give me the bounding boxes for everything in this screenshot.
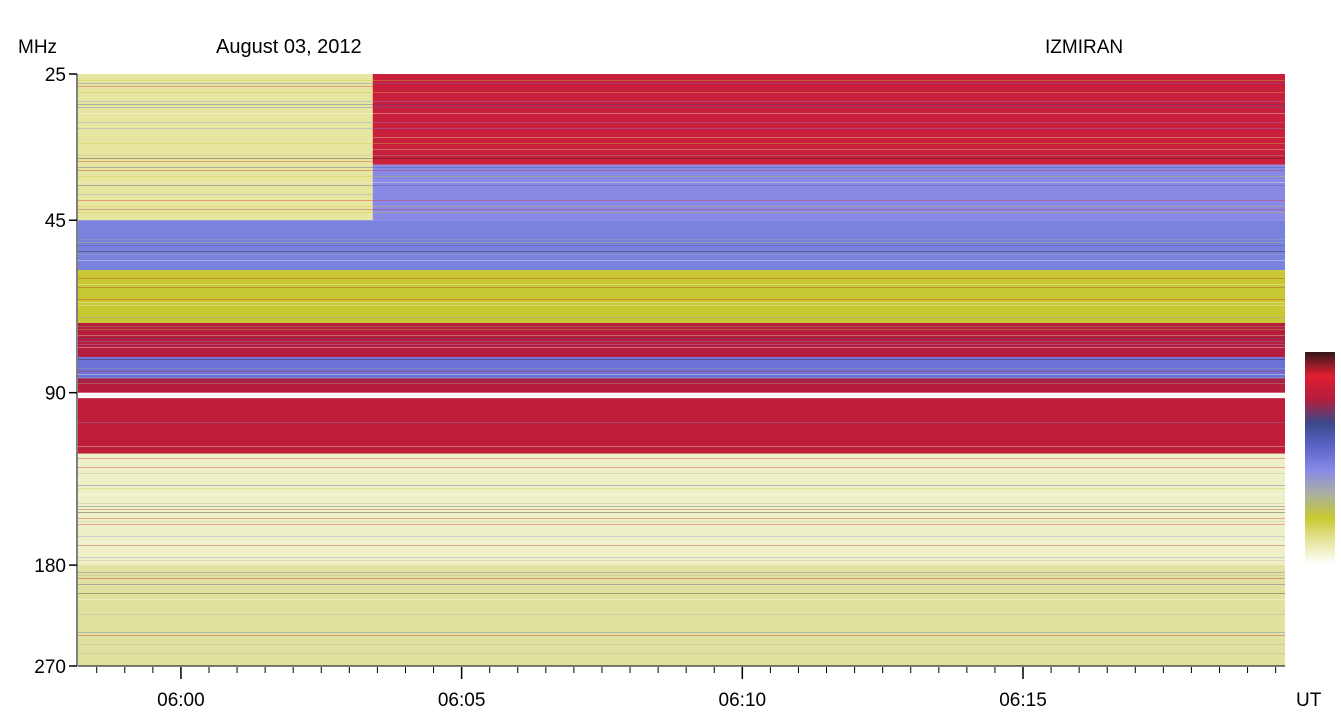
x-tick-label-06:00: 06:00 (157, 690, 205, 711)
y-tick-label-270: 270 (34, 657, 66, 678)
x-tick-label-06:15: 06:15 (999, 690, 1047, 711)
x-tick-label-06:05: 06:05 (438, 690, 486, 711)
band-8 (78, 398, 1285, 454)
band-2 (372, 164, 1285, 221)
band-5 (78, 322, 1285, 358)
band-3 (78, 220, 1285, 271)
y-axis-unit-label: MHz (18, 37, 57, 58)
y-axis: 25 45 90 180 270 (34, 65, 78, 678)
band-4 (78, 270, 1285, 323)
observatory-label: IZMIRAN (1045, 37, 1123, 58)
spectrogram-plot (78, 74, 1285, 666)
spectral-texture (78, 80, 1285, 654)
y-tick-label-90: 90 (45, 384, 66, 405)
band-6 (78, 357, 1285, 379)
y-tick-label-180: 180 (34, 556, 66, 577)
x-axis-unit-label: UT (1296, 690, 1322, 711)
colorbar (1305, 352, 1335, 565)
band-7 (78, 378, 1285, 393)
y-tick-label-25: 25 (45, 65, 66, 86)
band-1 (372, 74, 1285, 165)
y-tick-label-45: 45 (45, 211, 66, 232)
band-9 (78, 453, 1285, 566)
band-10 (78, 565, 1285, 666)
x-tick-label-06:10: 06:10 (719, 690, 767, 711)
band-0 (78, 74, 373, 221)
chart-title: August 03, 2012 (216, 36, 362, 58)
x-axis: 06:00 06:05 06:10 06:15 (78, 665, 1285, 711)
